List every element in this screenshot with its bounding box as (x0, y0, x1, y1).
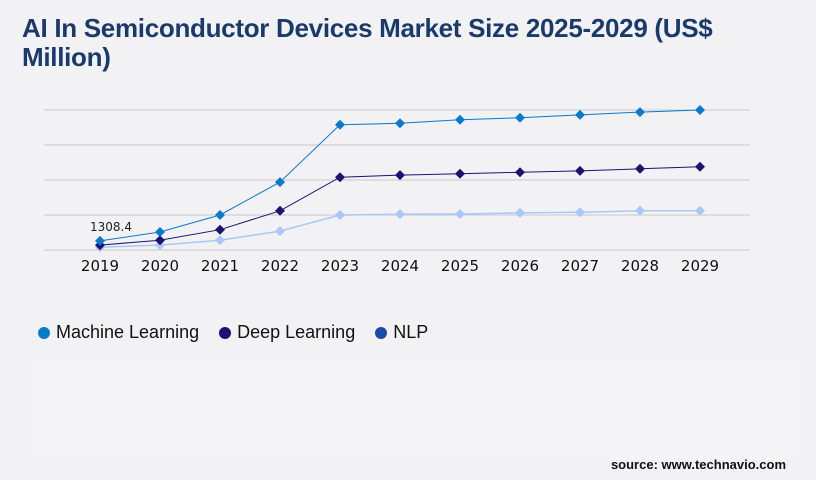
data-point (335, 119, 345, 130)
data-point (455, 168, 465, 179)
data-point (155, 227, 165, 238)
x-tick-label: 2020 (141, 257, 179, 275)
data-point (695, 205, 705, 216)
data-point (575, 109, 585, 120)
data-label: 1308.4 (90, 220, 132, 234)
data-point (455, 208, 465, 219)
chart-title: AI In Semiconductor Devices Market Size … (22, 13, 713, 72)
x-tick-label: 2019 (81, 257, 119, 275)
legend-item[interactable]: NLP (375, 322, 428, 343)
data-point (635, 163, 645, 174)
data-point (515, 207, 525, 218)
legend-label: NLP (393, 322, 429, 342)
data-point (515, 112, 525, 123)
legend-panel-background (30, 360, 800, 460)
data-point (695, 105, 705, 115)
data-point (635, 205, 645, 216)
data-point (575, 165, 585, 176)
data-point (335, 172, 345, 183)
data-point (275, 177, 285, 188)
data-point (395, 170, 405, 181)
x-tick-label: 2024 (381, 257, 419, 275)
data-point (215, 224, 225, 235)
x-tick-label: 2027 (561, 257, 599, 275)
x-tick-label: 2022 (261, 257, 299, 275)
x-tick-label: 2029 (681, 257, 719, 275)
data-point (155, 235, 165, 246)
x-tick-label: 2025 (441, 257, 479, 275)
x-tick-label: 2021 (201, 257, 239, 275)
data-point (275, 226, 285, 237)
legend-marker-icon (375, 326, 388, 339)
x-tick-label: 2028 (621, 257, 659, 275)
data-point (395, 209, 405, 220)
data-point (395, 118, 405, 129)
data-point (695, 161, 705, 172)
data-point (215, 235, 225, 246)
legend: Machine Learning Deep Learning NLP (38, 322, 428, 343)
data-point (335, 210, 345, 220)
data-point (635, 107, 645, 118)
legend-label: Machine Learning (56, 322, 200, 342)
data-point (515, 167, 525, 178)
data-point (455, 114, 465, 125)
legend-item[interactable]: Deep Learning (219, 322, 355, 343)
x-tick-label: 2026 (501, 257, 539, 275)
data-point (215, 210, 225, 220)
legend-marker-icon (38, 326, 50, 339)
data-point (95, 235, 105, 246)
source-label: source: www.technavio.com (610, 457, 786, 472)
legend-item[interactable]: Machine Learning (38, 322, 199, 343)
legend-label: Deep Learning (237, 322, 356, 342)
x-tick-label: 2023 (321, 257, 359, 275)
data-point (575, 207, 585, 218)
data-point (275, 205, 285, 216)
legend-marker-icon (219, 326, 232, 339)
